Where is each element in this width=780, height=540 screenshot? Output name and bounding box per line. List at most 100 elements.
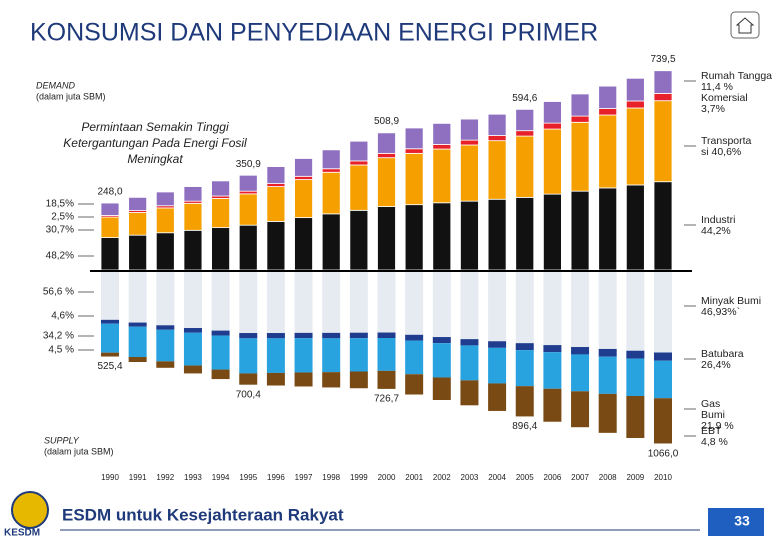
x-tick-label: 2001 xyxy=(405,473,423,482)
supply-total-label: 700,4 xyxy=(236,389,261,400)
demand-bar-segment xyxy=(294,175,313,180)
right-share-label: Batubara xyxy=(701,348,744,360)
supply-total-label: 726,7 xyxy=(374,394,399,405)
supply-bar-segment xyxy=(156,272,175,326)
supply-total-label: 896,4 xyxy=(512,421,537,432)
right-share-label: 46,93%` xyxy=(701,306,740,318)
right-share-label: 11,4 % xyxy=(701,81,733,93)
left-share-label: 48,2% xyxy=(46,251,74,262)
supply-bar-segment xyxy=(515,343,534,351)
x-tick-label: 2000 xyxy=(378,473,396,482)
supply-bar-segment xyxy=(294,332,313,339)
demand-bar-segment xyxy=(598,187,618,271)
demand-bar-segment xyxy=(155,191,175,207)
supply-bar-segment xyxy=(571,272,590,348)
demand-bar-segment xyxy=(155,207,175,234)
supply-bar-segment xyxy=(488,383,507,411)
right-share-label: Bumi xyxy=(701,409,725,421)
x-tick-label: 2006 xyxy=(544,473,562,482)
page-number: 33 xyxy=(734,513,750,529)
supply-bar-segment xyxy=(156,361,175,368)
logo-text: KESDM xyxy=(4,528,40,539)
supply-bar-segment xyxy=(377,332,396,339)
demand-bar-segment xyxy=(570,121,590,192)
supply-bar-segment xyxy=(598,348,617,357)
left-share-label: 30,7% xyxy=(46,225,74,236)
demand-bar-segment xyxy=(321,168,341,173)
right-share-label: 3,7% xyxy=(701,103,725,115)
right-share-label: 21,9 % xyxy=(701,420,734,432)
demand-bar-segment xyxy=(543,193,562,271)
supply-bar-segment xyxy=(488,347,507,384)
left-share-label: 56,6 % xyxy=(43,287,74,298)
supply-bar-segment xyxy=(432,337,451,344)
supply-bar-segment xyxy=(488,272,507,342)
supply-bar-segment xyxy=(543,345,562,353)
demand-total-label: 594,6 xyxy=(512,93,537,104)
demand-bar-segment xyxy=(625,77,645,102)
demand-bar-segment xyxy=(625,100,645,109)
supply-bar-segment xyxy=(322,332,341,339)
supply-bar-segment xyxy=(515,272,534,344)
x-tick-label: 2004 xyxy=(488,473,506,482)
demand-bar-segment xyxy=(598,85,618,109)
demand-bar-segment xyxy=(570,190,590,271)
demand-bar-segment xyxy=(377,206,396,271)
demand-bar-segment xyxy=(487,113,507,136)
demand-bar-segment xyxy=(349,140,369,162)
home-icon xyxy=(730,11,760,39)
right-share-label: 44,2% xyxy=(701,225,731,237)
supply-bar-segment xyxy=(349,332,368,339)
demand-bar-segment xyxy=(487,135,507,142)
x-tick-label: 2003 xyxy=(461,473,479,482)
chart-title: KONSUMSI DAN PENYEDIAAN ENERGI PRIMER xyxy=(30,19,598,47)
supply-bar-segment xyxy=(405,340,424,375)
supply-bar-segment xyxy=(488,341,507,348)
demand-bar-segment xyxy=(432,202,452,271)
supply-bar-segment xyxy=(211,330,230,336)
supply-bar-segment xyxy=(322,272,341,333)
supply-total-label: 525,4 xyxy=(97,361,122,372)
demand-total-label: 739,5 xyxy=(650,54,675,65)
demand-bar-segment xyxy=(543,128,562,195)
supply-bar-segment xyxy=(598,356,617,394)
supply-bar-segment xyxy=(266,333,285,339)
supply-bar-segment xyxy=(626,358,645,396)
x-tick-label: 2009 xyxy=(626,473,644,482)
supply-label: (dalam juta SBM) xyxy=(44,446,114,456)
supply-bar-segment xyxy=(432,377,451,400)
demand-bar-segment xyxy=(128,212,148,236)
demand-bar-segment xyxy=(653,100,673,183)
x-tick-label: 2005 xyxy=(516,473,534,482)
supply-bar-segment xyxy=(211,369,230,380)
demand-bar-segment xyxy=(432,148,452,204)
supply-bar-segment xyxy=(349,371,368,389)
supply-bar-segment xyxy=(266,338,285,373)
supply-bar-segment xyxy=(294,338,313,373)
demand-bar-segment xyxy=(294,217,313,271)
supply-bar-segment xyxy=(294,272,313,333)
demand-bar-segment xyxy=(460,139,479,146)
demand-bar-segment xyxy=(377,152,396,159)
demand-bar-segment xyxy=(653,70,673,94)
supply-bar-segment xyxy=(515,350,534,387)
note: Permintaan Semakin Tinggi xyxy=(81,120,229,134)
demand-bar-segment xyxy=(128,234,148,271)
supply-bar-segment xyxy=(377,338,396,371)
supply-bar-segment xyxy=(101,323,119,353)
supply-bar-segment xyxy=(654,352,672,361)
demand-label: (dalam juta SBM) xyxy=(36,91,106,101)
right-share-label: 4,8 % xyxy=(701,436,728,448)
demand-bar-segment xyxy=(625,107,645,186)
supply-label: SUPPLY xyxy=(44,435,80,445)
supply-bar-segment xyxy=(460,339,479,346)
demand-bar-segment xyxy=(432,122,452,145)
x-tick-label: 2010 xyxy=(654,473,672,482)
supply-bar-segment xyxy=(654,272,672,353)
x-tick-label: 1996 xyxy=(267,473,285,482)
demand-bar-segment xyxy=(183,186,203,202)
demand-bar-segment xyxy=(404,152,424,206)
x-tick-label: 2002 xyxy=(433,473,451,482)
demand-total-label: 508,9 xyxy=(374,116,399,127)
supply-bar-segment xyxy=(101,352,119,357)
